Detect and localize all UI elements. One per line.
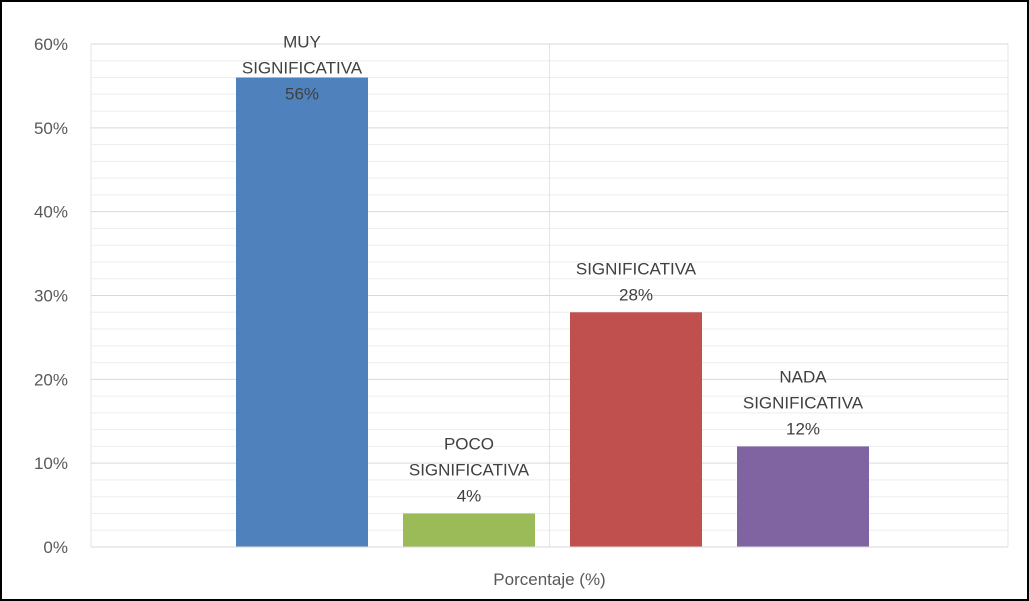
bar-value-label: 56% — [285, 85, 319, 104]
bar-value-label: 28% — [619, 285, 653, 304]
bar — [236, 77, 368, 548]
y-axis-tick-labels: 0% 10% 20% 30% 40% 50% 60% — [34, 35, 68, 557]
y-tick-label: 0% — [43, 538, 68, 557]
bar — [570, 312, 702, 547]
y-tick-label: 30% — [34, 287, 68, 306]
bar-category-label: MUY — [283, 33, 321, 52]
y-tick-label: 40% — [34, 203, 68, 222]
bar-category-label: SIGNIFICATIVA — [409, 460, 530, 479]
y-tick-label: 20% — [34, 370, 68, 389]
bar-category-label: SIGNIFICATIVA — [743, 393, 864, 412]
bar-value-label: 4% — [457, 486, 482, 505]
bars — [236, 77, 869, 548]
bar-category-label: SIGNIFICATIVA — [242, 59, 363, 78]
bar-category-label: SIGNIFICATIVA — [576, 259, 697, 278]
bar-category-label: NADA — [779, 367, 827, 386]
bar-data-labels: MUY SIGNIFICATIVA 56% POCO SIGNIFICATIVA 4% SI… — [242, 33, 864, 506]
x-axis-title: Porcentaje (%) — [493, 570, 605, 589]
bar — [737, 446, 869, 547]
y-tick-label: 60% — [34, 35, 68, 54]
y-tick-label: 10% — [34, 454, 68, 473]
bar-value-label: 12% — [786, 419, 820, 438]
bar — [403, 513, 535, 547]
y-tick-label: 50% — [34, 119, 68, 138]
bar-category-label: POCO — [444, 434, 494, 453]
